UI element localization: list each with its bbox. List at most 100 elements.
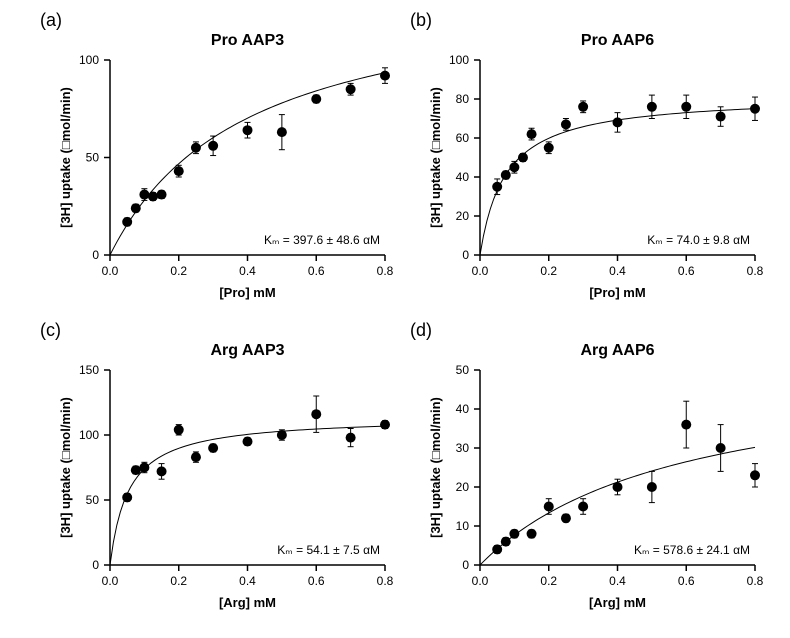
chart-svg: 0.0 0.2 0.4 0.6 0.8 0 50 100 150 [40,320,400,620]
y-tick-label: 0 [462,248,469,262]
data-point [243,437,253,447]
data-point [750,470,760,480]
data-point [750,104,760,114]
data-point [578,502,588,512]
km-annotation: Kₘ = 397.6 ± 48.6 αM [264,233,380,247]
x-tick-label: 0.8 [377,264,394,278]
data-point [122,492,132,502]
data-point [139,463,149,473]
y-tick-label: 40 [456,402,470,416]
data-point [380,71,390,81]
x-tick-label: 0.2 [540,574,557,588]
data-point [157,190,167,200]
panel-d: (d)Arg AAP6[3H] uptake (□mol/min)[Arg] m… [410,320,770,620]
data-point [501,170,511,180]
y-tick-label: 40 [456,170,470,184]
data-point [647,102,657,112]
x-tick-label: 0.2 [170,574,187,588]
data-point [544,143,554,153]
data-point [208,443,218,453]
y-tick-label: 20 [456,209,470,223]
y-tick-label: 50 [456,363,470,377]
panel-a: (a)Pro AAP3[3H] uptake (□mol/min)[Pro] m… [40,10,400,310]
x-tick-label: 0.4 [609,264,626,278]
data-point [148,192,158,202]
data-point [277,127,287,137]
x-tick-label: 0.2 [540,264,557,278]
data-point [346,433,356,443]
y-tick-label: 20 [456,480,470,494]
km-annotation: Kₘ = 578.6 ± 24.1 αM [634,543,750,557]
y-tick-label: 80 [456,92,470,106]
x-tick-label: 0.4 [609,574,626,588]
data-point [561,119,571,129]
y-tick-label: 0 [92,558,99,572]
x-tick-label: 0.0 [102,264,119,278]
data-point [681,102,691,112]
data-point [492,544,502,554]
x-tick-label: 0.6 [678,264,695,278]
data-point [527,529,537,539]
chart-svg: 0.0 0.2 0.4 0.6 0.8 0 10 20 30 40 50 [410,320,770,620]
x-tick-label: 0.6 [678,574,695,588]
data-point [501,537,511,547]
x-tick-label: 0.0 [472,264,489,278]
panel-b: (b)Pro AAP6[3H] uptake (□mol/min)[Pro] m… [410,10,770,310]
y-tick-label: 50 [86,493,100,507]
y-tick-label: 100 [79,428,99,442]
data-point [174,166,184,176]
y-tick-label: 100 [79,53,99,67]
data-point [346,84,356,94]
x-tick-label: 0.0 [472,574,489,588]
data-point [208,141,218,151]
data-point [243,125,253,135]
data-point [157,466,167,476]
data-point [122,217,132,227]
x-tick-label: 0.6 [308,574,325,588]
y-tick-label: 0 [462,558,469,572]
data-point [131,465,141,475]
data-point [311,409,321,419]
x-tick-label: 0.8 [747,574,764,588]
data-point [509,162,519,172]
data-point [311,94,321,104]
data-point [578,102,588,112]
chart-svg: 0.0 0.2 0.4 0.6 0.8 0 20 40 60 80 100 [410,10,770,310]
fit-curve [110,73,385,255]
data-point [613,117,623,127]
x-tick-label: 0.8 [747,264,764,278]
x-tick-label: 0.4 [239,264,256,278]
data-point [518,153,528,163]
data-point [131,203,141,213]
panel-c: (c)Arg AAP3[3H] uptake (□mol/min)[Arg] m… [40,320,400,620]
data-point [716,112,726,122]
data-point [191,452,201,462]
data-point [527,129,537,139]
y-tick-label: 50 [86,151,100,165]
km-annotation: Kₘ = 54.1 ± 7.5 αM [277,543,380,557]
x-tick-label: 0.2 [170,264,187,278]
data-point [716,443,726,453]
data-point [492,182,502,192]
data-point [561,513,571,523]
data-point [191,143,201,153]
y-tick-label: 100 [449,53,469,67]
data-point [613,482,623,492]
x-tick-label: 0.6 [308,264,325,278]
y-tick-label: 0 [92,248,99,262]
data-point [277,430,287,440]
data-point [509,529,519,539]
y-tick-label: 150 [79,363,99,377]
data-point [647,482,657,492]
x-tick-label: 0.4 [239,574,256,588]
x-tick-label: 0.0 [102,574,119,588]
y-tick-label: 10 [456,519,470,533]
x-tick-label: 0.8 [377,574,394,588]
data-point [544,502,554,512]
chart-svg: 0.0 0.2 0.4 0.6 0.8 0 50 100 [40,10,400,310]
data-point [139,190,149,200]
km-annotation: Kₘ = 74.0 ± 9.8 αM [647,233,750,247]
data-point [681,420,691,430]
y-tick-label: 30 [456,441,470,455]
y-tick-label: 60 [456,131,470,145]
